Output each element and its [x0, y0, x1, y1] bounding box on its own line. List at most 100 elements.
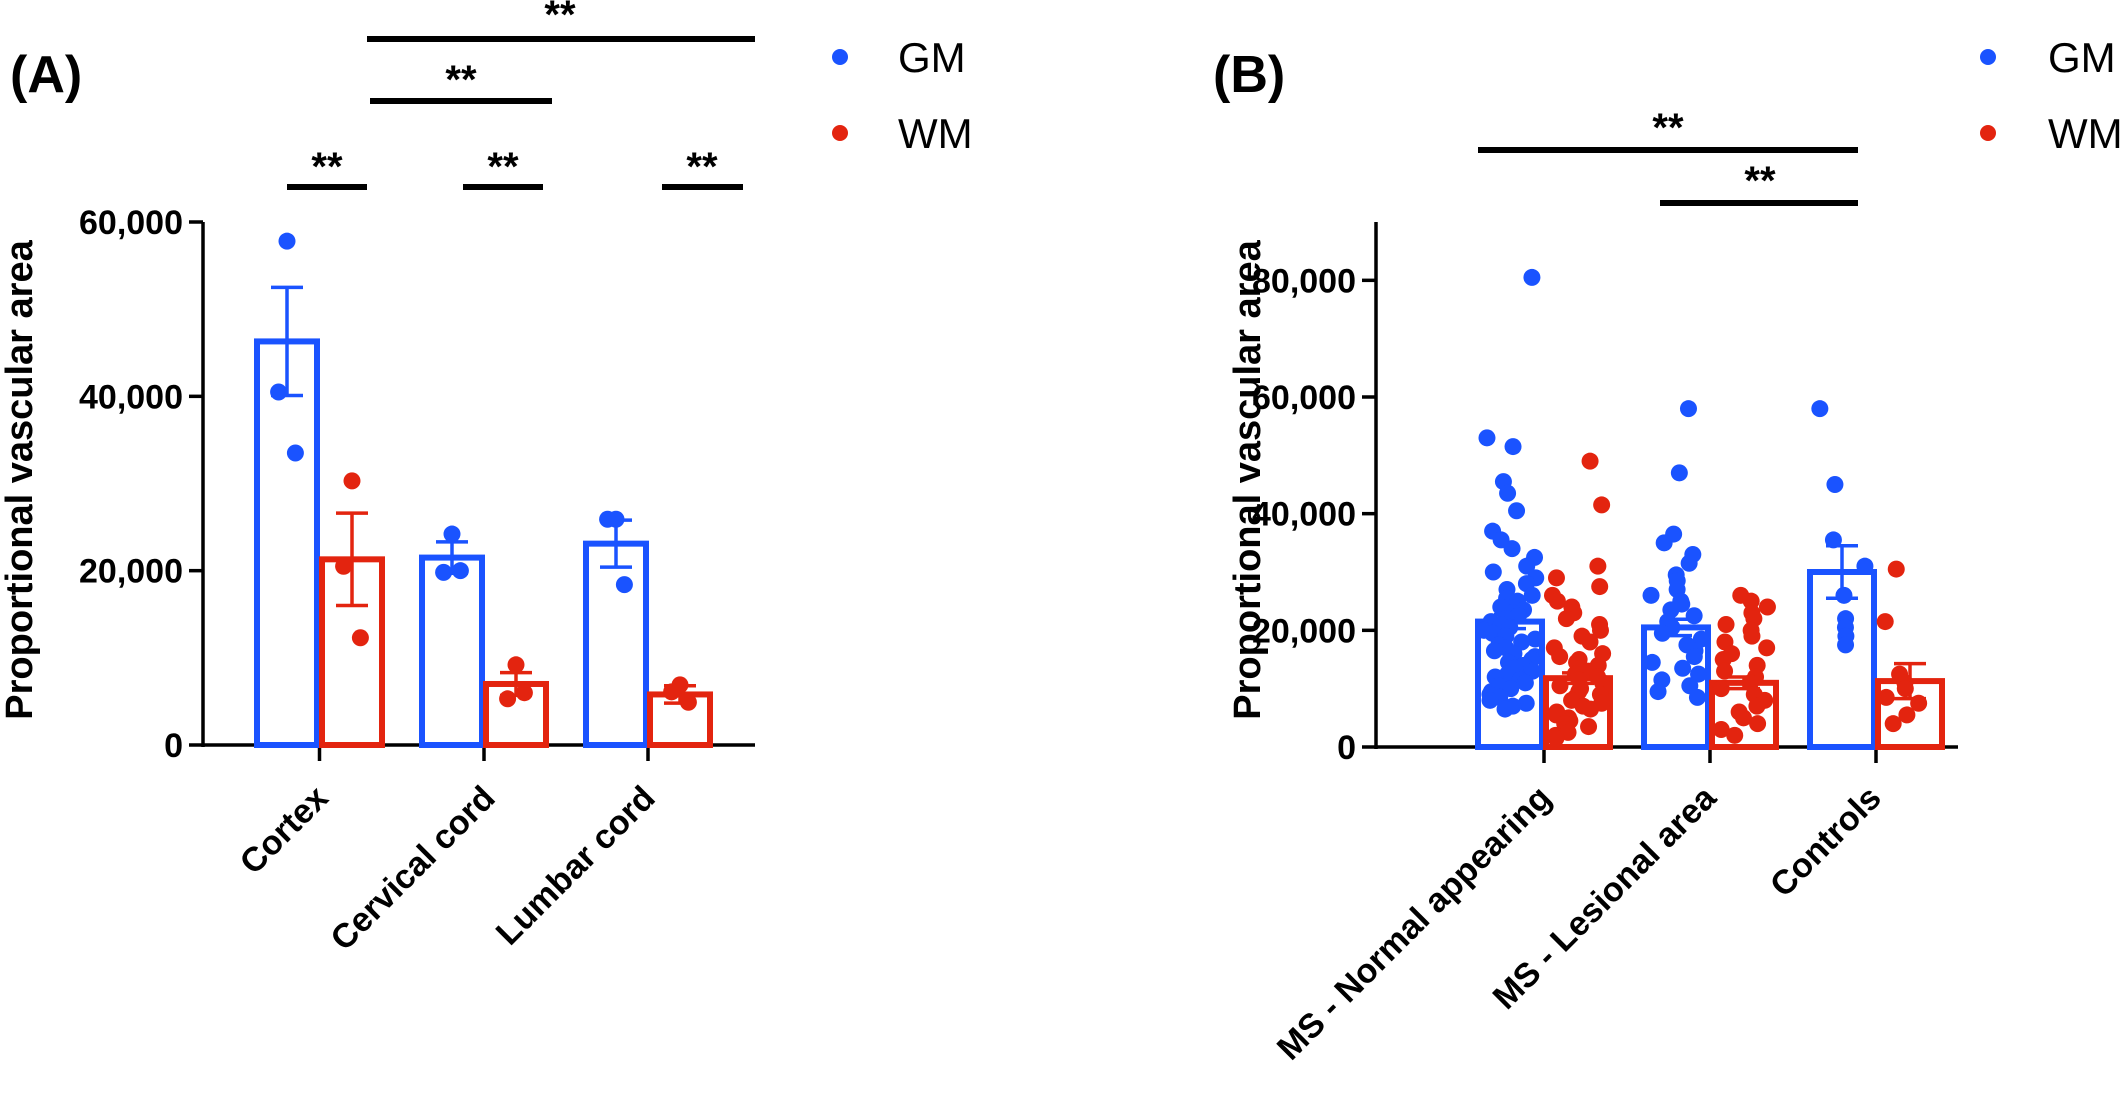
point-controls-wm-1	[1887, 560, 1905, 578]
point-ms-normal-appearing-gm-5	[1499, 484, 1517, 502]
point-cervical-cord-wm-1	[507, 656, 525, 674]
y-tick-label-0: 0	[164, 727, 183, 765]
x-tick-label-ms-normal-appearing: MS - Normal appearing	[1270, 779, 1559, 1068]
point-ms-lesional-area-gm-4	[1655, 534, 1673, 552]
x-tick-label-cervical-cord: Cervical cord	[323, 779, 502, 958]
panel-b-plot: 0 20,000 40,000 60,000 80,000	[1252, 222, 1958, 767]
point-ms-lesional-area-gm-21	[1685, 648, 1703, 666]
legend-b-gm-label: GM	[2048, 34, 2116, 81]
point-ms-lesional-area-wm-24	[1712, 721, 1730, 738]
point-ms-normal-appearing-wm-2	[1593, 496, 1611, 514]
point-ms-normal-appearing-wm-41	[1580, 718, 1598, 736]
point-ms-lesional-area-gm-17	[1653, 624, 1671, 642]
point-ms-normal-appearing-wm-10	[1557, 610, 1575, 628]
point-ms-normal-appearing-gm-11	[1518, 557, 1536, 575]
point-ms-normal-appearing-wm-1	[1581, 452, 1599, 470]
y-tick-label-60000: 60,000	[79, 204, 183, 242]
panel-a-plot: 0 20,000 40,000 60,000	[79, 204, 755, 765]
point-controls-wm-8	[1898, 706, 1916, 724]
point-ms-normal-appearing-gm-9	[1503, 540, 1521, 558]
point-ms-lesional-area-gm-23	[1674, 659, 1692, 677]
panel-b: (B) GM WM Proportional vascular area 0 20…	[1213, 34, 2123, 1067]
bar-cervical-cord-gm	[419, 554, 485, 749]
legend-a-gm-marker	[832, 49, 848, 65]
sig-star-lumbar: **	[686, 145, 718, 189]
point-controls-gm-5	[1835, 586, 1853, 604]
panel-a-label: (A)	[10, 46, 82, 104]
point-lumbar-cord-wm-3	[679, 693, 697, 711]
sig-star-cortex: **	[311, 145, 343, 189]
y-tick-label-20000: 20,000	[1252, 612, 1356, 650]
point-ms-normal-appearing-gm-6	[1508, 502, 1526, 520]
point-ms-normal-appearing-gm-2	[1478, 429, 1496, 447]
y-tick-label-20000: 20,000	[79, 553, 183, 591]
point-cortex-wm-2	[335, 557, 353, 575]
point-ms-normal-appearing-gm-45	[1516, 674, 1534, 692]
point-ms-normal-appearing-wm-27	[1551, 677, 1569, 695]
sig-star-cortex-cervical: **	[445, 58, 477, 102]
point-ms-normal-appearing-gm-34	[1485, 642, 1503, 660]
point-controls-gm-1	[1811, 400, 1829, 418]
point-ms-normal-appearing-wm-17	[1551, 648, 1569, 666]
point-ms-lesional-area-gm-24	[1690, 665, 1708, 683]
point-ms-normal-appearing-wm-3	[1589, 557, 1607, 575]
panel-b-label: (B)	[1213, 46, 1285, 104]
point-ms-lesional-area-gm-2	[1670, 464, 1688, 482]
legend-b-gm-marker	[1980, 49, 1996, 65]
point-ms-lesional-area-wm-25	[1726, 726, 1744, 744]
point-ms-normal-appearing-wm-14	[1581, 633, 1599, 651]
panel-b-y-axis-label: Proportional vascular area	[1227, 239, 1269, 719]
point-cervical-cord-wm-3	[515, 684, 533, 702]
point-ms-normal-appearing-gm-3	[1504, 438, 1522, 456]
legend-b-wm-marker	[1980, 125, 1996, 141]
point-cervical-cord-gm-2	[435, 563, 453, 581]
point-ms-normal-appearing-gm-1	[1523, 268, 1541, 286]
point-ms-lesional-area-gm-14	[1685, 607, 1703, 625]
point-ms-normal-appearing-wm-12	[1591, 621, 1609, 639]
y-tick-label-0: 0	[1337, 729, 1356, 767]
point-ms-lesional-area-gm-28	[1688, 688, 1706, 706]
x-tick-label-cortex: Cortex	[233, 779, 336, 882]
point-controls-gm-4	[1856, 557, 1874, 575]
point-controls-wm-5	[1896, 680, 1914, 698]
point-cortex-gm-1	[278, 232, 296, 250]
point-ms-lesional-area-gm-10	[1642, 586, 1660, 604]
point-ms-lesional-area-gm-27	[1649, 683, 1667, 701]
point-controls-gm-9	[1837, 636, 1855, 654]
point-controls-wm-6	[1877, 688, 1895, 706]
sig-star-normal-controls: **	[1652, 106, 1684, 150]
point-cervical-cord-wm-2	[499, 690, 517, 708]
panel-a-significance: ** ** ** ** **	[287, 0, 755, 190]
legend-a-wm-label: WM	[898, 110, 973, 157]
point-controls-wm-2	[1876, 613, 1894, 631]
point-cortex-gm-3	[286, 444, 304, 462]
point-controls-gm-2	[1826, 476, 1844, 493]
point-controls-wm-9	[1884, 715, 1902, 733]
point-ms-lesional-area-wm-3	[1758, 598, 1776, 616]
sig-star-lesional-controls: **	[1744, 159, 1776, 203]
point-ms-normal-appearing-gm-52	[1517, 694, 1535, 712]
panel-a: (A) GM WM Proportional vascular area 0 20…	[0, 0, 973, 958]
point-ms-normal-appearing-gm-30	[1526, 630, 1544, 648]
legend-a-wm-marker	[832, 125, 848, 141]
point-ms-lesional-area-wm-17	[1712, 680, 1730, 698]
x-tick-label-controls: Controls	[1763, 779, 1889, 905]
point-cortex-wm-1	[343, 472, 361, 490]
point-cervical-cord-gm-3	[451, 562, 469, 580]
point-ms-normal-appearing-wm-35	[1582, 700, 1600, 718]
point-ms-lesional-area-wm-8	[1743, 627, 1761, 645]
point-ms-lesional-area-wm-20	[1748, 697, 1766, 715]
point-lumbar-cord-wm-2	[663, 683, 681, 701]
point-ms-lesional-area-wm-14	[1716, 662, 1734, 680]
point-ms-lesional-area-wm-23	[1749, 715, 1767, 733]
point-ms-lesional-area-wm-6	[1717, 616, 1735, 633]
y-tick-label-80000: 80,000	[1252, 262, 1356, 300]
point-ms-lesional-area-wm-10	[1758, 639, 1776, 657]
point-ms-normal-appearing-wm-45	[1547, 729, 1565, 747]
point-ms-normal-appearing-gm-54	[1496, 700, 1514, 718]
sig-star-cervical: **	[487, 145, 519, 189]
point-ms-normal-appearing-gm-16	[1523, 586, 1541, 604]
legend-a-gm-label: GM	[898, 34, 966, 81]
panel-b-x-tick-labels: MS - Normal appearing MS - Lesional area…	[1270, 778, 1889, 1067]
panel-b-significance: ** **	[1478, 106, 1858, 206]
